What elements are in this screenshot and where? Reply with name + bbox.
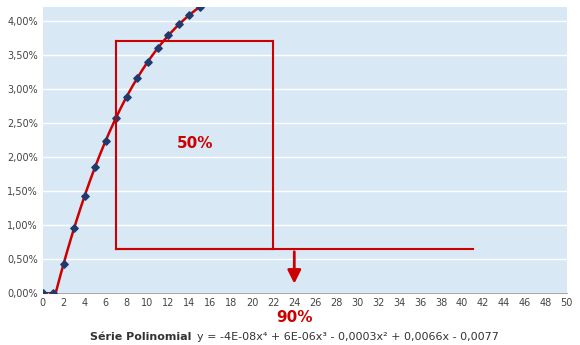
Point <box>206 0 215 2</box>
Text: y = -4E-08x⁴ + 6E-06x³ - 0,0003x² + 0,0066x - 0,0077: y = -4E-08x⁴ + 6E-06x³ - 0,0003x² + 0,00… <box>197 332 499 342</box>
Point <box>195 4 205 10</box>
Point <box>49 290 58 296</box>
Point <box>101 138 110 144</box>
Point <box>175 22 184 27</box>
Point <box>111 115 121 120</box>
Point <box>164 32 173 38</box>
Point <box>143 59 152 65</box>
Text: 90%: 90% <box>276 310 313 325</box>
Point <box>132 76 142 81</box>
Text: 50%: 50% <box>176 136 213 151</box>
Point <box>38 290 48 296</box>
Point <box>59 261 68 266</box>
Point <box>70 225 79 231</box>
Point <box>122 94 131 100</box>
Point <box>80 193 89 199</box>
Point <box>185 12 194 18</box>
Point <box>153 45 162 51</box>
Point <box>90 164 100 170</box>
Text: Série Polinomial: Série Polinomial <box>90 332 191 342</box>
